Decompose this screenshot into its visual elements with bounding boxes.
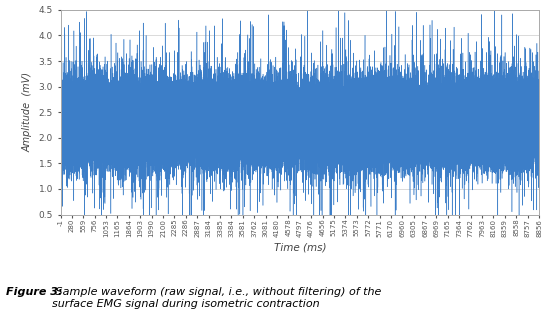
Y-axis label: Amplitude  (mV): Amplitude (mV): [23, 72, 33, 152]
Text: Figure 3:: Figure 3:: [6, 287, 62, 297]
X-axis label: Time (ms): Time (ms): [273, 242, 326, 252]
Text: Sample waveform (raw signal, i.e., without filtering) of the
surface EMG signal : Sample waveform (raw signal, i.e., witho…: [52, 287, 382, 309]
